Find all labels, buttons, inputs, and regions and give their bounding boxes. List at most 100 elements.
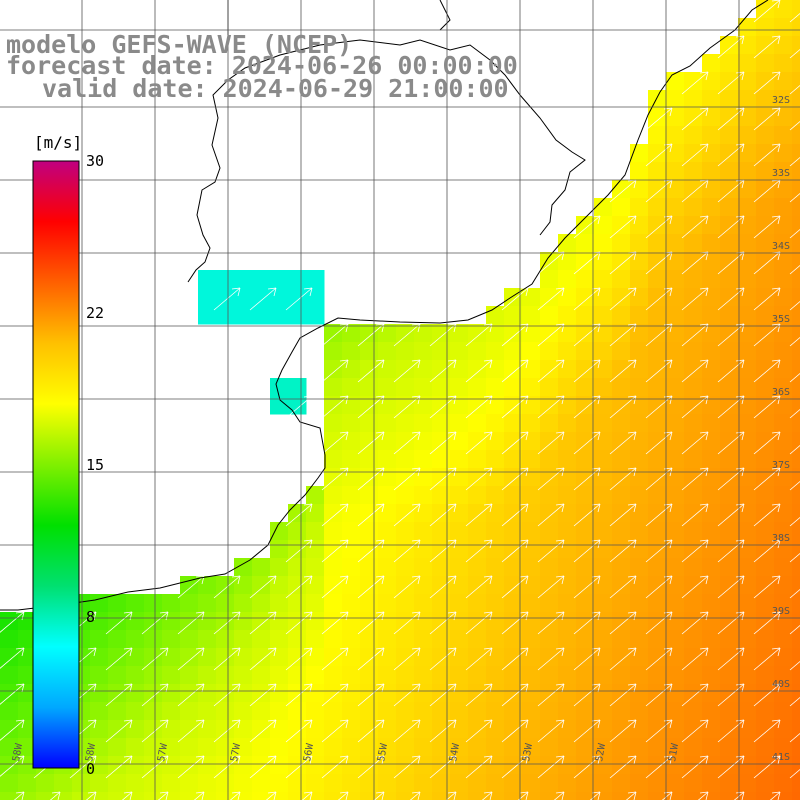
field-cell: [738, 774, 757, 793]
field-cell: [792, 378, 800, 397]
field-cell: [756, 162, 775, 181]
field-cell: [108, 666, 127, 685]
field-cell: [504, 522, 523, 541]
field-cell: [468, 432, 487, 451]
field-cell: [630, 306, 649, 325]
wind-arrow: [645, 539, 673, 563]
field-cell: [720, 72, 739, 91]
wind-arrow: [465, 431, 493, 455]
wind-arrow: [501, 755, 529, 779]
field-cell: [594, 486, 613, 505]
field-cell: [648, 90, 667, 109]
field-cell: [0, 702, 19, 721]
field-cell: [756, 306, 775, 325]
wind-arrow: [321, 755, 349, 779]
field-cell: [684, 738, 703, 757]
field-cell: [198, 792, 217, 800]
field-cell: [360, 594, 379, 613]
field-cell: [792, 576, 800, 595]
field-cell: [720, 270, 739, 289]
field-cell: [36, 774, 55, 793]
field-cell: [270, 396, 289, 415]
field-cell: [702, 666, 721, 685]
field-cell: [414, 558, 433, 577]
field-cell: [720, 414, 739, 433]
field-cell: [108, 612, 127, 631]
field-cell: [0, 792, 19, 800]
field-cell: [450, 522, 469, 541]
field-cell: [288, 396, 307, 415]
field-cell: [792, 162, 800, 181]
field-cell: [720, 702, 739, 721]
field-cell: [702, 486, 721, 505]
field-cell: [378, 342, 397, 361]
field-cell: [630, 738, 649, 757]
field-cell: [216, 756, 235, 775]
field-cell: [576, 450, 595, 469]
wind-arrow: [429, 539, 457, 563]
field-cell: [630, 414, 649, 433]
wind-arrow: [465, 395, 493, 419]
field-cell: [792, 702, 800, 721]
field-cell: [558, 558, 577, 577]
field-cell: [396, 450, 415, 469]
wind-arrow: [0, 719, 25, 741]
field-cell: [324, 684, 343, 703]
field-cell: [288, 720, 307, 739]
wind-arrow: [501, 539, 529, 563]
field-cell: [612, 468, 631, 487]
field-cell: [396, 342, 415, 361]
wind-arrow: [717, 719, 745, 743]
field-cell: [666, 234, 685, 253]
field-cell: [252, 702, 271, 721]
field-cell: [792, 432, 800, 451]
field-cell: [342, 594, 361, 613]
field-cell: [612, 450, 631, 469]
field-cell: [792, 180, 800, 199]
field-cell: [144, 720, 163, 739]
field-cell: [684, 288, 703, 307]
wind-arrow: [393, 611, 421, 635]
wind-arrow: [429, 611, 457, 635]
field-cell: [342, 342, 361, 361]
field-cell: [720, 774, 739, 793]
field-cell: [558, 630, 577, 649]
field-cell: [180, 594, 199, 613]
wind-arrow: [357, 503, 385, 527]
field-cell: [468, 342, 487, 361]
wind-arrow: [609, 719, 637, 743]
wind-arrow: [645, 431, 673, 455]
field-cell: [288, 756, 307, 775]
field-cell: [504, 360, 523, 379]
field-cell: [0, 684, 19, 703]
field-cell: [252, 756, 271, 775]
colorbar-tick-8: 8: [86, 608, 95, 626]
field-cell: [234, 270, 253, 289]
field-cell: [792, 612, 800, 631]
field-cell: [468, 792, 487, 800]
field-cell: [630, 594, 649, 613]
field-cell: [702, 54, 721, 73]
wind-arrow: [85, 791, 97, 800]
field-cell: [540, 360, 559, 379]
field-cell: [558, 234, 577, 253]
field-cell: [540, 540, 559, 559]
field-cell: [576, 630, 595, 649]
field-cell: [756, 18, 775, 37]
wind-arrow: [681, 287, 709, 311]
field-cell: [738, 18, 757, 37]
field-cell: [684, 468, 703, 487]
wind-arrow: [769, 791, 781, 800]
field-cell: [180, 576, 199, 595]
field-cell: [288, 576, 307, 595]
wind-arrow: [393, 755, 421, 779]
wind-arrow: [717, 143, 745, 167]
field-cell: [648, 306, 667, 325]
wind-arrow: [321, 395, 349, 419]
field-cell: [216, 288, 235, 307]
field-cell: [288, 684, 307, 703]
field-cell: [612, 180, 631, 199]
field-cell: [756, 702, 775, 721]
field-cell: [432, 756, 451, 775]
field-cell: [684, 630, 703, 649]
